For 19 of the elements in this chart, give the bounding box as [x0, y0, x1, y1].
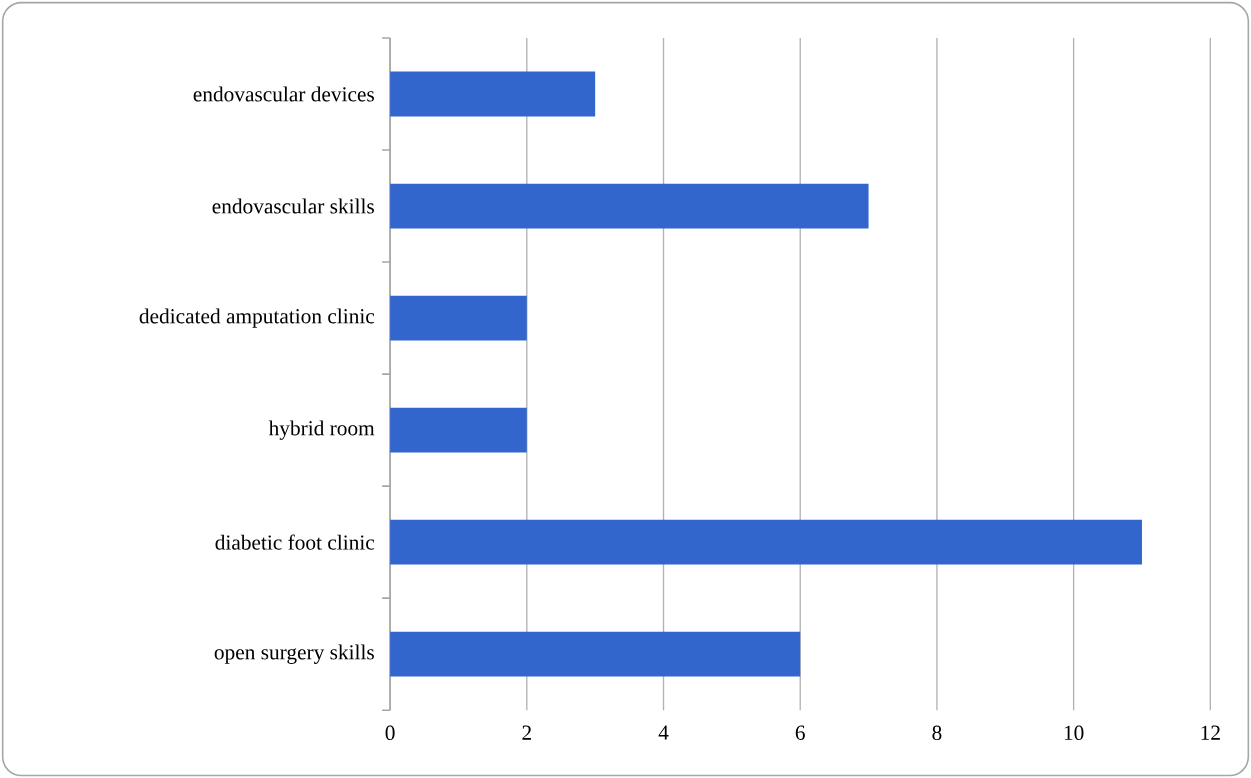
bar [390, 519, 1142, 565]
bar [390, 407, 527, 453]
x-tick-label: 8 [932, 725, 942, 740]
bar [390, 183, 869, 229]
x-tick-label: 0 [385, 725, 395, 740]
y-tick-label: hybrid room [268, 420, 375, 440]
bar [390, 631, 801, 677]
y-tick-label: open surgery skills [214, 644, 374, 664]
x-tick-label: 12 [1201, 725, 1220, 740]
y-tick-label: dedicated amputation clinic [139, 308, 375, 328]
y-tick-label: endovascular skills [212, 198, 374, 214]
y-tick-label: diabetic foot clinic [215, 534, 375, 550]
x-tick-label: 2 [522, 725, 531, 740]
bar [390, 71, 596, 117]
x-tick-label: 10 [1064, 725, 1084, 740]
x-tick-label: 4 [658, 725, 669, 740]
x-tick-label: 6 [795, 725, 805, 740]
y-tick-label: endovascular devices [193, 86, 374, 102]
bar [390, 295, 527, 341]
